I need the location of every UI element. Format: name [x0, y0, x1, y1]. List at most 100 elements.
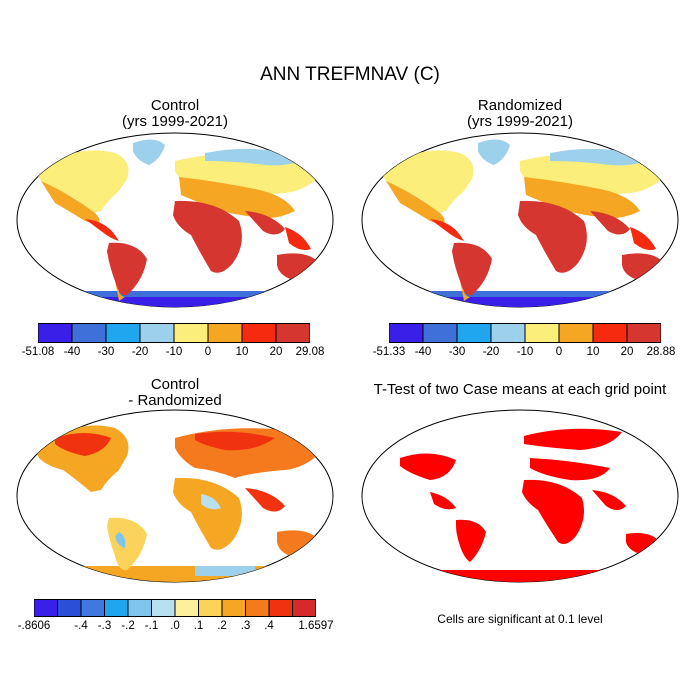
colorbar-swatch — [241, 323, 277, 343]
colorbar-tick-label: 10 — [235, 346, 249, 358]
diff-title: Control — [150, 376, 200, 393]
colorbar-swatch — [389, 323, 424, 343]
colorbar-swatch — [198, 599, 223, 617]
control-panel-title: Control (yrs 1999-2021) — [15, 98, 335, 130]
colorbar-tick-label: 28.88 — [646, 346, 676, 358]
colorbar-swatch — [292, 599, 316, 617]
control-map — [15, 131, 335, 309]
colorbar-tick-label: -10 — [165, 346, 183, 358]
randomized-panel-title: Randomized (yrs 1999-2021) — [360, 98, 680, 130]
colorbar-swatch — [57, 599, 82, 617]
colorbar-swatch — [221, 599, 246, 617]
colorbar-tick-label: 29.08 — [295, 346, 325, 358]
diff-subtitle: - Randomized — [128, 392, 222, 409]
colorbar-swatch — [174, 599, 199, 617]
north-america — [35, 150, 129, 213]
colorbar-tick-label: 0 — [555, 346, 563, 358]
africa — [173, 200, 242, 273]
colorbar-tick-label: .2 — [217, 620, 227, 632]
control-map-svg — [16, 132, 334, 308]
colorbar-tick-label: 1.6597 — [298, 620, 334, 632]
colorbar-tick-label: -.4 — [74, 620, 88, 632]
south-asia — [245, 211, 285, 235]
diff-colorbar-labels: -.8606 -.4 -.3 -.2 -.1 .0 .1 .2 .3 .4 1.6597 — [18, 620, 334, 636]
randomized-colorbar: -51.33 -40 -30 -20 -10 0 10 20 28.88 — [373, 323, 676, 362]
randomized-map-svg — [361, 132, 679, 308]
randomized-colorbar-labels: -51.33 -40 -30 -20 -10 0 10 20 28.88 — [373, 346, 676, 362]
south-america — [107, 242, 147, 296]
colorbar-swatch — [173, 323, 209, 343]
colorbar-tick-label: -.1 — [144, 620, 159, 632]
colorbar-tick-label: 20 — [620, 346, 634, 358]
colorbar-tick-label: -40 — [63, 346, 81, 358]
control-colorbar: -51.08 -40 -30 -20 -10 0 10 20 29.08 — [22, 323, 325, 362]
colorbar-swatch — [626, 323, 661, 343]
colorbar-swatch — [524, 323, 560, 343]
colorbar-swatch — [127, 599, 152, 617]
colorbar-tick-label: -.3 — [97, 620, 112, 632]
colorbar-tick-label: -.8606 — [17, 620, 51, 632]
colorbar-swatch — [558, 323, 594, 343]
diff-map-svg — [16, 409, 334, 583]
colorbar-swatch — [275, 323, 310, 343]
colorbar-swatch — [34, 599, 58, 617]
colorbar-swatch — [80, 599, 105, 617]
colorbar-tick-label: 20 — [269, 346, 283, 358]
diff-colorbar-svg — [34, 599, 316, 617]
colorbar-tick-label: .0 — [170, 620, 180, 632]
colorbar-swatch — [456, 323, 492, 343]
colorbar-swatch — [245, 599, 270, 617]
africa — [522, 479, 584, 544]
colorbar-swatch — [38, 323, 73, 343]
ttest-footnote: Cells are significant at 0.1 level — [437, 612, 603, 626]
ttest-panel-title: T-Test of two Case means at each grid po… — [350, 382, 690, 398]
colorbar-tick-label: -51.33 — [372, 346, 406, 358]
colorbar-tick-label: 10 — [586, 346, 600, 358]
south-america — [107, 517, 147, 571]
colorbar-swatch — [592, 323, 628, 343]
colorbar-swatch — [71, 323, 107, 343]
control-title: Control — [150, 97, 200, 114]
ttest-title: T-Test of two Case means at each grid po… — [373, 381, 667, 398]
eurasia — [524, 428, 622, 450]
randomized-title: Randomized — [477, 97, 563, 114]
colorbar-swatch — [422, 323, 458, 343]
colorbar-tick-label: -30 — [448, 346, 466, 358]
colorbar-swatch — [490, 323, 526, 343]
colorbar-tick-label: 0 — [204, 346, 212, 358]
temperature-field — [17, 139, 333, 307]
ttest-map-svg — [361, 409, 679, 583]
north-america — [400, 453, 456, 480]
diff-colorbar: -.8606 -.4 -.3 -.2 -.1 .0 .1 .2 .3 .4 1.6597 — [18, 599, 334, 636]
colorbar-swatch — [207, 323, 243, 343]
ttest-map — [360, 408, 680, 584]
control-colorbar-labels: -51.08 -40 -30 -20 -10 0 10 20 29.08 — [22, 346, 325, 362]
colorbar-tick-label: -20 — [482, 346, 500, 358]
greenland — [133, 139, 165, 165]
south-america — [456, 519, 486, 562]
randomized-colorbar-svg — [389, 323, 661, 343]
colorbar-tick-label: .1 — [193, 620, 204, 632]
colorbar-tick-label: -40 — [414, 346, 432, 358]
africa — [173, 477, 242, 550]
colorbar-tick-label: -.2 — [121, 620, 135, 632]
figure-title: ANN TREFMNAV (C) — [260, 64, 440, 85]
randomized-subtitle: (yrs 1999-2021) — [467, 113, 573, 130]
colorbar-swatch — [139, 323, 175, 343]
colorbar-tick-label: -10 — [516, 346, 534, 358]
randomized-map — [360, 131, 680, 309]
control-colorbar-svg — [38, 323, 310, 343]
map-outline — [361, 409, 679, 583]
colorbar-swatch — [268, 599, 293, 617]
colorbar-swatch — [104, 599, 129, 617]
diff-panel-title: Control - Randomized — [15, 377, 335, 409]
colorbar-tick-label: -30 — [97, 346, 115, 358]
colorbar-tick-label: .3 — [240, 620, 251, 632]
colorbar-swatch — [105, 323, 141, 343]
difference-field — [17, 425, 333, 582]
control-subtitle: (yrs 1999-2021) — [122, 113, 228, 130]
colorbar-tick-label: -20 — [131, 346, 149, 358]
colorbar-swatch — [151, 599, 176, 617]
colorbar-tick-label: .4 — [264, 620, 274, 632]
colorbar-tick-label: -51.08 — [21, 346, 55, 358]
